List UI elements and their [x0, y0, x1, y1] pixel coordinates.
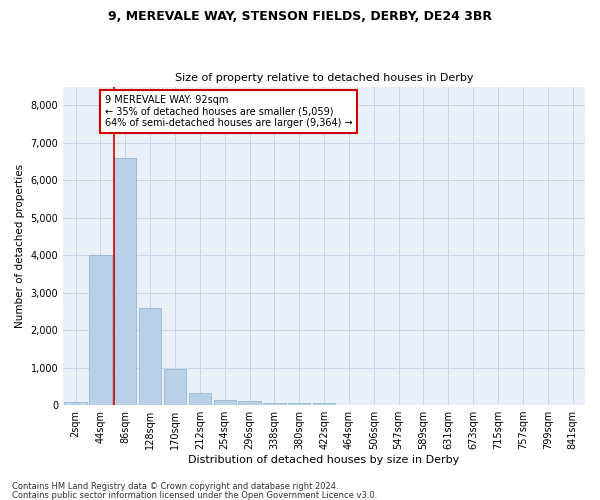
Title: Size of property relative to detached houses in Derby: Size of property relative to detached ho… [175, 73, 473, 83]
Y-axis label: Number of detached properties: Number of detached properties [15, 164, 25, 328]
Bar [238, 400, 261, 405]
Bar [89, 255, 112, 405]
Text: 9, MEREVALE WAY, STENSON FIELDS, DERBY, DE24 3BR: 9, MEREVALE WAY, STENSON FIELDS, DERBY, … [108, 10, 492, 23]
Bar [114, 158, 136, 405]
Bar [188, 393, 211, 405]
Bar [139, 308, 161, 405]
Text: Contains public sector information licensed under the Open Government Licence v3: Contains public sector information licen… [12, 490, 377, 500]
Text: 9 MEREVALE WAY: 92sqm
← 35% of detached houses are smaller (5,059)
64% of semi-d: 9 MEREVALE WAY: 92sqm ← 35% of detached … [105, 94, 353, 128]
Bar [64, 402, 87, 405]
Bar [164, 370, 186, 405]
Text: Contains HM Land Registry data © Crown copyright and database right 2024.: Contains HM Land Registry data © Crown c… [12, 482, 338, 491]
X-axis label: Distribution of detached houses by size in Derby: Distribution of detached houses by size … [188, 455, 460, 465]
Bar [214, 400, 236, 405]
Bar [288, 403, 310, 405]
Bar [313, 402, 335, 405]
Bar [263, 403, 286, 405]
